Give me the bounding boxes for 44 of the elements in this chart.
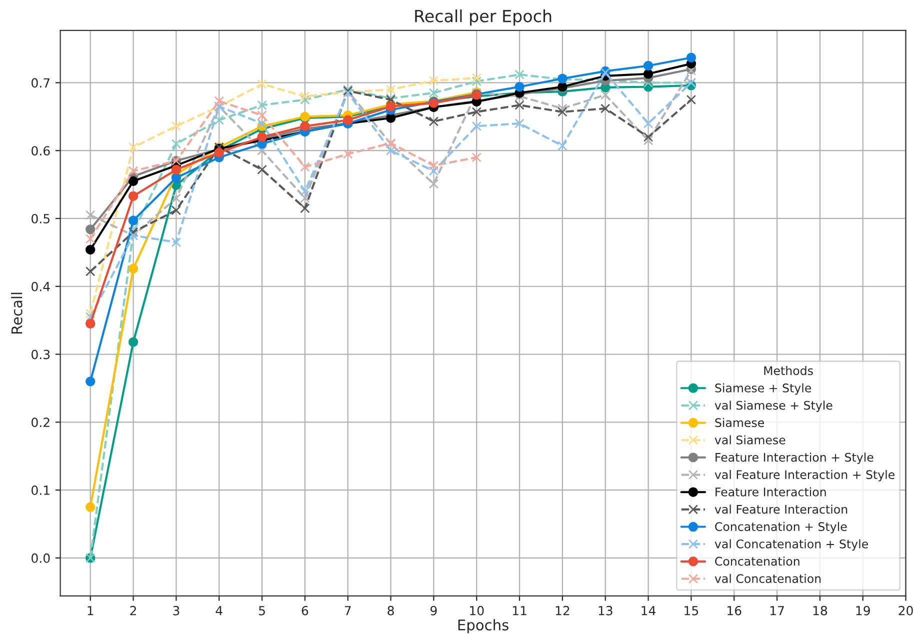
x-tick-label: 9	[430, 606, 437, 616]
legend-label: val Concatenation	[714, 574, 821, 584]
legend-label: Feature Interaction	[716, 487, 826, 496]
legend-label: val Concatenation + Style	[714, 539, 868, 551]
legend-label: Concatenation	[715, 556, 800, 566]
x-tick-label: 8	[388, 606, 394, 616]
legend-title: Methods	[764, 366, 813, 376]
legend-label: val Feature Interaction + Style	[714, 470, 895, 482]
x-tick-label: 10	[470, 606, 484, 616]
x-tick-label: 16	[728, 606, 742, 616]
x-tick-label: 17	[770, 606, 784, 616]
legend-label: Feature Interaction + Style	[716, 452, 874, 464]
x-axis-title: Epochs	[458, 619, 508, 634]
y-tick-label: 0.0	[32, 553, 50, 563]
x-tick-label: 19	[856, 606, 870, 616]
legend-label: Siamese + Style	[715, 383, 812, 395]
y-tick-label: 0.3	[32, 350, 50, 360]
x-tick-label: 12	[556, 606, 570, 616]
legend-label: Concatenation + Style	[715, 522, 847, 534]
y-tick-label: 0.4	[32, 282, 50, 292]
x-tick-label: 14	[642, 606, 656, 616]
x-tick-label: 13	[598, 606, 612, 616]
chart-title: Recall per Epoch	[415, 9, 552, 26]
y-tick-label: 0.2	[32, 418, 50, 428]
legend-label: val Siamese + Style	[714, 400, 832, 412]
x-tick-label: 4	[216, 606, 222, 616]
x-tick-label: 1	[88, 606, 94, 616]
x-tick-label: 15	[684, 606, 698, 616]
x-tick-label: 11	[512, 606, 526, 616]
x-tick-label: 5	[259, 606, 265, 616]
x-tick-label: 18	[813, 606, 828, 616]
y-tick-label: 0.7	[32, 78, 50, 88]
x-tick-label: 7	[344, 606, 351, 616]
x-tick-label: 3	[173, 606, 180, 616]
y-axis-title: Recall	[11, 292, 22, 334]
legend-label: Siamese	[715, 418, 764, 428]
x-tick-label: 2	[130, 606, 136, 616]
y-tick-label: 0.1	[32, 486, 50, 495]
y-tick-label: 0.6	[32, 146, 50, 156]
y-tick-label: 0.5	[32, 214, 50, 224]
x-tick-label: 20	[898, 606, 913, 616]
legend-label: val Siamese	[714, 435, 786, 444]
x-tick-label: 6	[302, 606, 308, 616]
legend-label: val Feature Interaction	[714, 504, 848, 514]
